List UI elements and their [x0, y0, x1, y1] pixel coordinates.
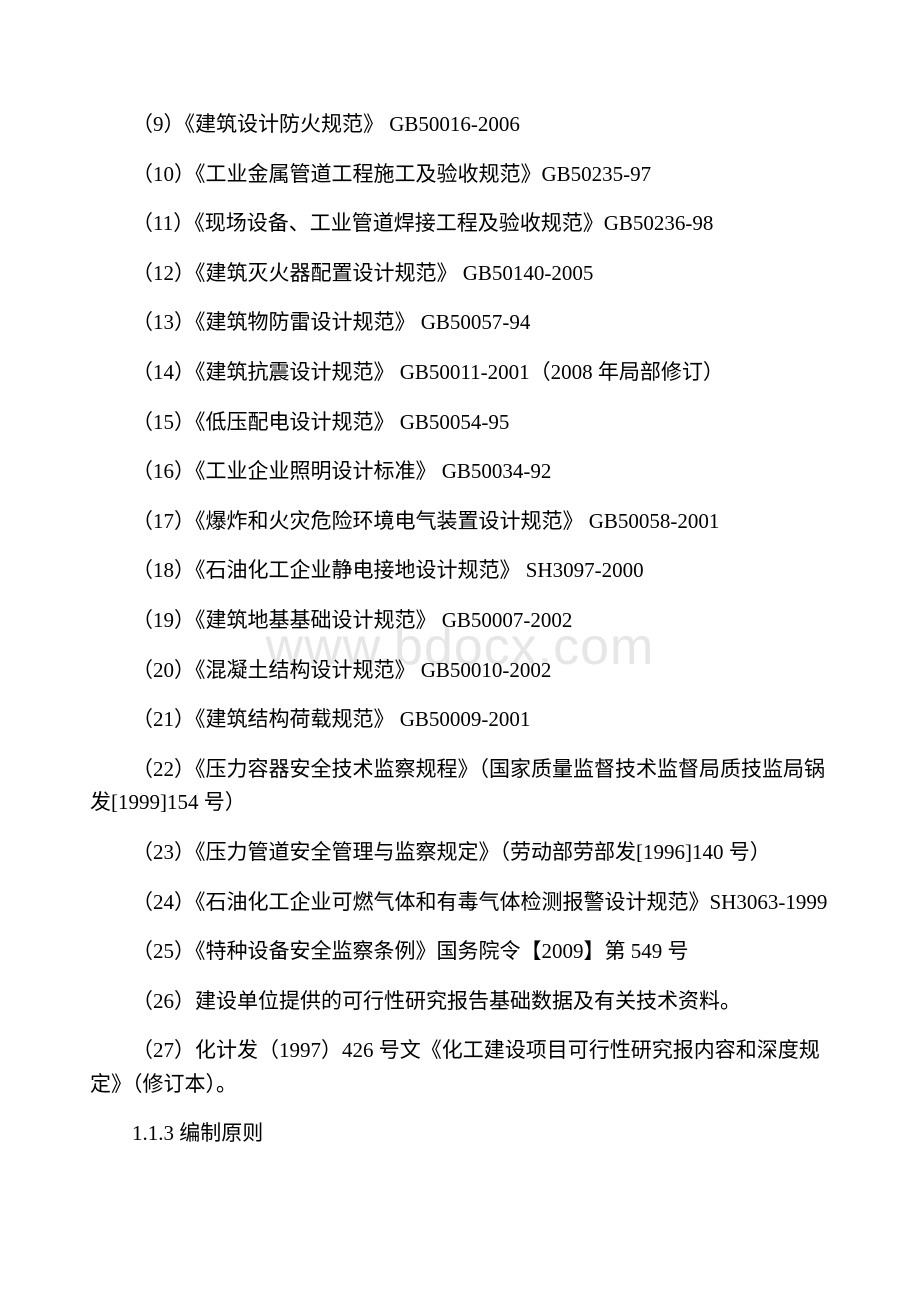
list-item: （13）《建筑物防雷设计规范》 GB50057-94	[90, 306, 830, 340]
list-item: （11）《现场设备、工业管道焊接工程及验收规范》GB50236-98	[90, 207, 830, 241]
list-item: （21）《建筑结构荷载规范》 GB50009-2001	[90, 703, 830, 737]
list-item: （20）《混凝土结构设计规范》 GB50010-2002	[90, 654, 830, 688]
list-item: （17）《爆炸和火灾危险环境电气装置设计规范》 GB50058-2001	[90, 505, 830, 539]
list-item: （14）《建筑抗震设计规范》 GB50011-2001（2008 年局部修订）	[90, 356, 830, 390]
list-item: （16）《工业企业照明设计标准》 GB50034-92	[90, 455, 830, 489]
document-body: （9）《建筑设计防火规范》 GB50016-2006 （10）《工业金属管道工程…	[90, 108, 830, 1151]
list-item: （27）化计发（1997）426 号文《化工建设项目可行性研究报内容和深度规定》…	[90, 1034, 830, 1101]
list-item: （24）《石油化工企业可燃气体和有毒气体检测报警设计规范》SH3063-1999	[90, 886, 830, 920]
section-heading: 1.1.3 编制原则	[90, 1117, 830, 1151]
list-item: （15）《低压配电设计规范》 GB50054-95	[90, 406, 830, 440]
list-item: （18）《石油化工企业静电接地设计规范》 SH3097-2000	[90, 554, 830, 588]
list-item: （9）《建筑设计防火规范》 GB50016-2006	[90, 108, 830, 142]
list-item: （22）《压力容器安全技术监察规程》（国家质量监督技术监督局质技监局锅发[199…	[90, 753, 830, 820]
list-item: （25）《特种设备安全监察条例》国务院令【2009】第 549 号	[90, 935, 830, 969]
list-item: （12）《建筑灭火器配置设计规范》 GB50140-2005	[90, 257, 830, 291]
list-item: （19）《建筑地基基础设计规范》 GB50007-2002	[90, 604, 830, 638]
list-item: （23）《压力管道安全管理与监察规定》（劳动部劳部发[1996]140 号）	[90, 836, 830, 870]
list-item: （26）建设单位提供的可行性研究报告基础数据及有关技术资料。	[90, 985, 830, 1019]
list-item: （10）《工业金属管道工程施工及验收规范》GB50235-97	[90, 158, 830, 192]
